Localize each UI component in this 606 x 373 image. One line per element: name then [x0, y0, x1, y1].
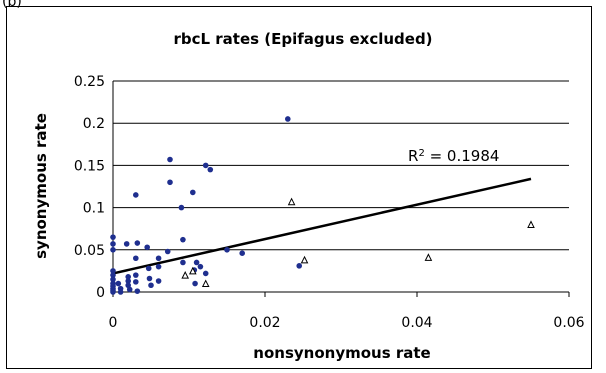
data-point	[135, 240, 141, 246]
data-point-triangle	[302, 257, 308, 263]
data-point	[148, 282, 154, 288]
data-point	[110, 247, 116, 253]
data-point	[285, 116, 291, 122]
y-axis-title: synonymous rate	[32, 113, 50, 259]
data-point	[203, 163, 209, 169]
data-point-triangle	[203, 281, 209, 287]
r-squared-value: = 0.1984	[425, 147, 500, 165]
data-point	[133, 255, 139, 261]
y-tick-label: 0	[96, 285, 105, 301]
data-point-triangle	[528, 221, 534, 227]
data-point	[156, 264, 162, 270]
data-point	[133, 192, 139, 198]
data-point	[144, 244, 150, 250]
data-point	[118, 289, 124, 295]
data-point-triangle	[182, 272, 188, 278]
data-point	[147, 276, 153, 282]
data-point-triangle	[289, 199, 295, 205]
data-point	[146, 266, 152, 272]
data-point	[156, 278, 162, 284]
data-point	[180, 237, 186, 243]
r-squared-annotation: R2 = 0.1984	[408, 147, 499, 165]
data-point	[190, 190, 196, 196]
data-point	[116, 281, 122, 287]
data-point	[207, 167, 213, 173]
x-tick-labels: 0 0.02 0.04 0.06	[109, 315, 585, 331]
y-tick-label: 0.15	[74, 158, 105, 174]
data-point-triangle	[425, 254, 431, 260]
chart-title: rbcL rates (Epifagus excluded)	[173, 30, 432, 48]
trendline	[113, 179, 531, 274]
trendline-group	[113, 179, 531, 274]
x-tick-label: 0.06	[553, 315, 584, 331]
data-point	[110, 234, 116, 240]
data-point	[127, 287, 133, 293]
data-points	[110, 116, 534, 295]
data-point	[133, 279, 139, 285]
y-tick-label: 0.25	[74, 74, 105, 90]
data-point	[194, 260, 200, 266]
y-tick-label: 0.1	[83, 201, 105, 217]
data-point	[167, 157, 173, 163]
data-point	[165, 249, 171, 255]
data-point	[133, 272, 139, 278]
data-point	[198, 264, 204, 270]
data-point	[203, 271, 209, 277]
data-point	[167, 179, 173, 185]
x-axis-title: nonsynonymous rate	[253, 344, 430, 362]
data-point	[192, 281, 198, 287]
data-point	[110, 289, 116, 295]
data-point	[179, 205, 185, 211]
data-point	[110, 241, 116, 247]
r-squared-prefix: R	[408, 147, 418, 165]
y-tick-label: 0.2	[83, 116, 105, 132]
x-tick-label: 0	[109, 315, 118, 331]
data-point	[156, 255, 162, 261]
x-tick-label: 0.04	[401, 315, 432, 331]
data-point	[296, 263, 302, 269]
y-tick-label: 0.05	[74, 243, 105, 259]
data-point	[124, 241, 130, 247]
x-tick-label: 0.02	[249, 315, 280, 331]
y-tick-labels: 0 0.05 0.1 0.15 0.2 0.25	[74, 74, 105, 301]
data-point	[180, 260, 186, 266]
data-point	[224, 247, 230, 253]
data-point	[135, 288, 141, 294]
data-point	[239, 250, 245, 256]
